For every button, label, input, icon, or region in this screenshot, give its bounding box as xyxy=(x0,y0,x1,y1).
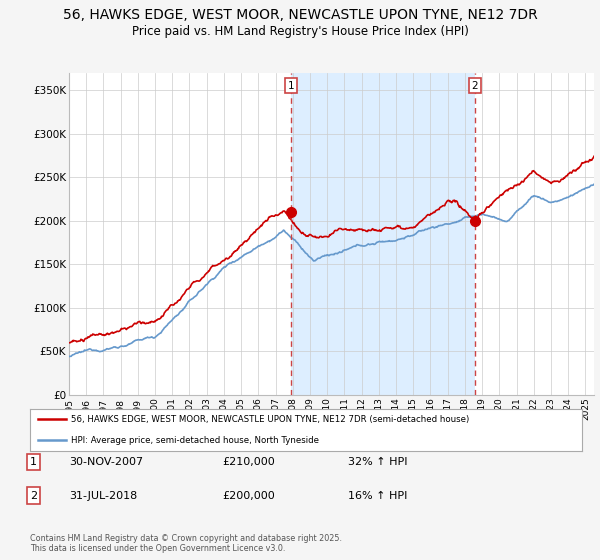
Text: 31-JUL-2018: 31-JUL-2018 xyxy=(69,491,137,501)
Text: HPI: Average price, semi-detached house, North Tyneside: HPI: Average price, semi-detached house,… xyxy=(71,436,319,445)
Text: 16% ↑ HPI: 16% ↑ HPI xyxy=(348,491,407,501)
Bar xyxy=(292,73,475,395)
Text: 56, HAWKS EDGE, WEST MOOR, NEWCASTLE UPON TYNE, NE12 7DR: 56, HAWKS EDGE, WEST MOOR, NEWCASTLE UPO… xyxy=(62,8,538,22)
Text: 2: 2 xyxy=(472,81,478,91)
Text: 32% ↑ HPI: 32% ↑ HPI xyxy=(348,457,407,467)
Text: Contains HM Land Registry data © Crown copyright and database right 2025.
This d: Contains HM Land Registry data © Crown c… xyxy=(30,534,342,553)
Text: 56, HAWKS EDGE, WEST MOOR, NEWCASTLE UPON TYNE, NE12 7DR (semi-detached house): 56, HAWKS EDGE, WEST MOOR, NEWCASTLE UPO… xyxy=(71,415,470,424)
Text: £210,000: £210,000 xyxy=(222,457,275,467)
Text: 1: 1 xyxy=(288,81,295,91)
Text: Price paid vs. HM Land Registry's House Price Index (HPI): Price paid vs. HM Land Registry's House … xyxy=(131,25,469,38)
Text: 1: 1 xyxy=(30,457,37,467)
Text: 30-NOV-2007: 30-NOV-2007 xyxy=(69,457,143,467)
Text: £200,000: £200,000 xyxy=(222,491,275,501)
Text: 2: 2 xyxy=(30,491,37,501)
